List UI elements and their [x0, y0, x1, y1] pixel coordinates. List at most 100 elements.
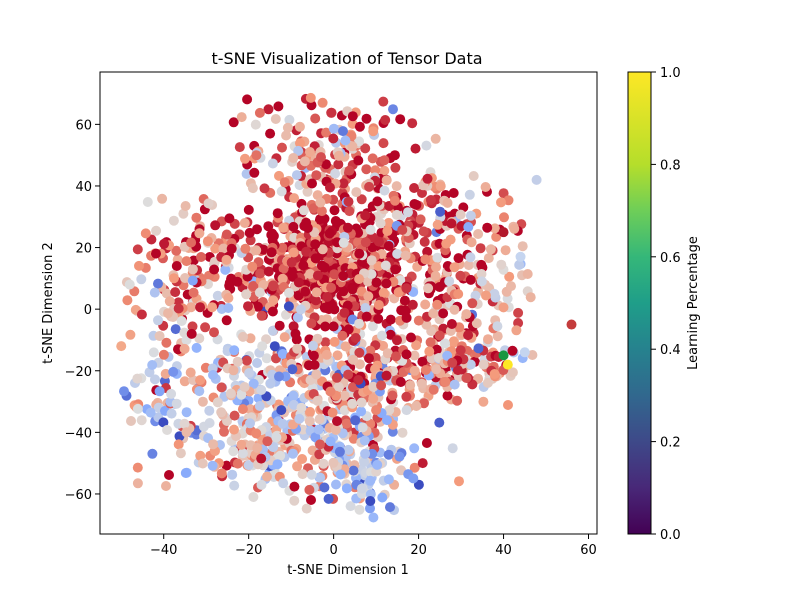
data-point	[274, 170, 284, 181]
data-point	[420, 254, 431, 265]
data-point	[383, 449, 394, 460]
data-point	[169, 273, 179, 284]
data-point	[170, 287, 181, 298]
data-point	[353, 375, 364, 385]
data-point	[282, 122, 293, 133]
data-point	[340, 341, 351, 352]
data-point	[226, 243, 237, 254]
data-point	[166, 408, 177, 419]
data-point	[219, 426, 229, 437]
data-point	[333, 159, 344, 170]
data-point	[378, 287, 389, 298]
data-point	[401, 405, 412, 416]
data-point	[197, 458, 208, 469]
data-point	[420, 299, 431, 310]
data-point	[324, 228, 335, 239]
data-point	[476, 269, 487, 279]
data-point	[273, 101, 284, 112]
data-point	[465, 252, 476, 263]
data-point	[422, 173, 433, 184]
data-point	[258, 279, 269, 290]
data-point	[502, 359, 513, 370]
data-point	[221, 315, 232, 326]
data-point	[209, 264, 220, 275]
data-point	[326, 282, 337, 293]
data-point	[498, 350, 509, 361]
data-point	[293, 145, 304, 156]
data-point	[170, 324, 181, 335]
data-point	[159, 238, 170, 249]
data-point	[191, 342, 202, 353]
data-point	[306, 495, 316, 505]
data-point	[449, 304, 460, 315]
data-point	[354, 504, 365, 515]
data-point	[366, 269, 377, 280]
data-point	[142, 197, 153, 207]
data-point	[321, 127, 332, 138]
data-point	[212, 397, 223, 408]
data-point	[187, 264, 198, 275]
data-point	[173, 439, 184, 450]
data-point	[140, 228, 151, 239]
data-point	[312, 395, 323, 406]
data-point	[470, 290, 481, 301]
data-point	[347, 111, 358, 122]
data-point	[483, 253, 494, 264]
data-point	[161, 481, 171, 491]
data-point	[342, 222, 353, 233]
x-tick-label: 40	[495, 543, 512, 558]
data-point	[419, 398, 429, 409]
x-tick-label: 60	[580, 543, 597, 558]
data-point	[340, 135, 351, 146]
data-point	[455, 345, 466, 356]
data-point	[435, 181, 446, 192]
data-point	[317, 97, 328, 108]
data-point	[195, 375, 206, 386]
data-point	[361, 311, 372, 322]
data-point	[186, 302, 197, 313]
data-point	[394, 451, 405, 462]
data-point	[341, 418, 352, 429]
data-point	[461, 373, 472, 383]
data-point	[323, 493, 334, 504]
data-point	[363, 276, 373, 287]
data-point	[224, 277, 235, 288]
data-point	[465, 210, 476, 221]
data-point	[391, 181, 402, 192]
data-point	[354, 274, 365, 284]
data-point	[417, 188, 427, 198]
data-point	[272, 208, 283, 219]
data-point	[216, 382, 227, 393]
colorbar-label: Learning Percentage	[686, 236, 701, 370]
data-point	[496, 259, 507, 270]
data-point	[389, 150, 400, 161]
data-point	[254, 287, 265, 298]
data-point	[381, 370, 392, 381]
data-point	[507, 345, 518, 356]
data-point	[446, 319, 457, 329]
data-point	[447, 357, 458, 368]
data-point	[262, 471, 272, 482]
data-point	[254, 107, 265, 118]
data-point	[204, 405, 215, 416]
data-point	[258, 244, 269, 255]
data-point	[417, 458, 428, 469]
data-point	[356, 194, 367, 205]
data-point	[136, 415, 147, 426]
data-point	[187, 321, 198, 332]
data-point	[238, 331, 248, 342]
data-point	[498, 302, 509, 313]
data-point	[313, 424, 324, 435]
data-point	[406, 332, 416, 343]
data-point	[431, 262, 441, 273]
data-point	[322, 292, 333, 302]
data-point	[248, 492, 259, 502]
data-point	[316, 206, 327, 217]
data-point	[158, 349, 169, 360]
data-point	[392, 335, 402, 346]
data-point	[242, 94, 253, 105]
data-point	[250, 119, 261, 130]
data-point	[270, 114, 281, 124]
y-tick-label: −40	[65, 426, 92, 441]
data-point	[308, 350, 319, 361]
